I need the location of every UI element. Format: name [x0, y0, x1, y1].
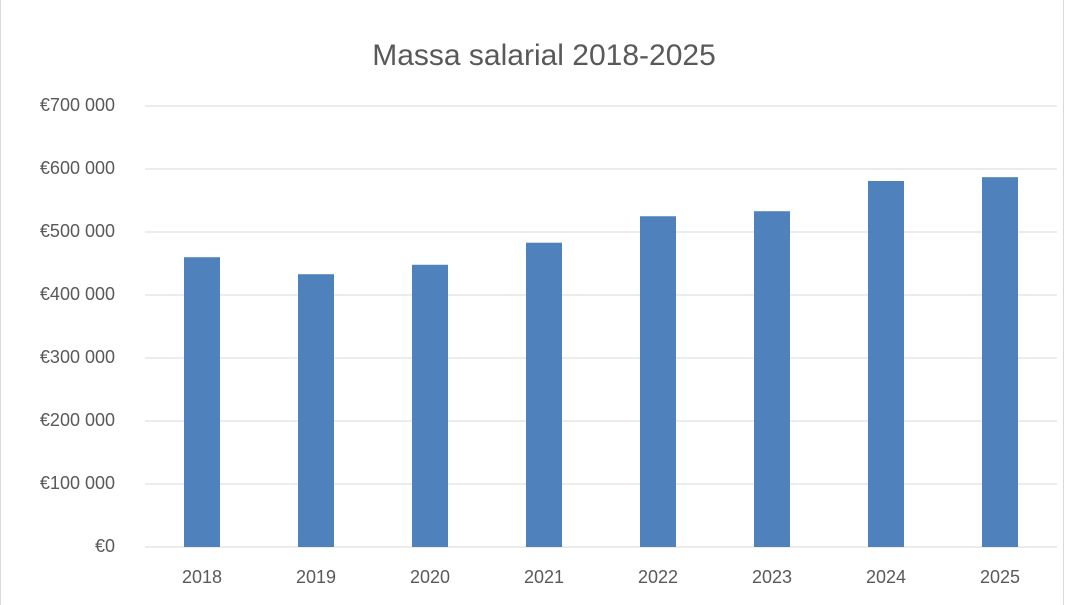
x-tick-label: 2021	[524, 567, 564, 587]
chart-title: Massa salarial 2018-2025	[372, 39, 716, 72]
y-tick-label: €300 000	[40, 347, 115, 367]
y-tick-label: €700 000	[40, 95, 115, 115]
bar	[754, 211, 790, 547]
bar	[640, 216, 676, 547]
y-tick-label: €500 000	[40, 221, 115, 241]
bar	[184, 257, 220, 547]
bar	[868, 180, 904, 547]
x-tick-label: 2018	[182, 567, 222, 587]
x-tick-label: 2025	[980, 567, 1020, 587]
bar	[982, 177, 1018, 547]
y-tick-label: €0	[95, 536, 115, 556]
x-tick-label: 2020	[410, 567, 450, 587]
x-tick-label: 2024	[866, 567, 906, 587]
y-tick-label: €200 000	[40, 410, 115, 430]
x-tick-label: 2023	[752, 567, 792, 587]
x-tick-label: 2022	[638, 567, 678, 587]
x-tick-label: 2019	[296, 567, 336, 587]
y-tick-label: €600 000	[40, 158, 115, 178]
y-tick-label: €400 000	[40, 284, 115, 304]
bar	[412, 264, 448, 547]
bar	[526, 242, 562, 547]
bar	[298, 274, 334, 547]
y-tick-label: €100 000	[40, 473, 115, 493]
